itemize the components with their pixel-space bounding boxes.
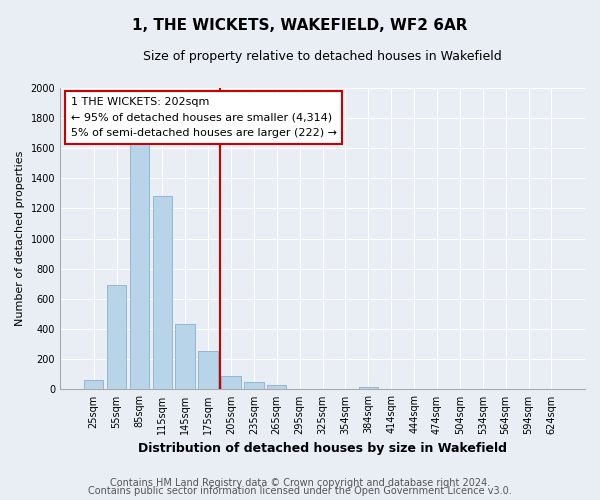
Bar <box>152 196 172 390</box>
Bar <box>267 385 286 390</box>
Text: Contains public sector information licensed under the Open Government Licence v3: Contains public sector information licen… <box>88 486 512 496</box>
Bar <box>107 284 126 390</box>
Bar <box>84 380 103 390</box>
Bar <box>199 351 218 390</box>
Title: Size of property relative to detached houses in Wakefield: Size of property relative to detached ho… <box>143 50 502 63</box>
Bar <box>130 143 149 390</box>
Bar <box>359 387 378 390</box>
Bar <box>175 324 195 390</box>
Text: 1, THE WICKETS, WAKEFIELD, WF2 6AR: 1, THE WICKETS, WAKEFIELD, WF2 6AR <box>132 18 468 32</box>
Bar <box>244 382 263 390</box>
Text: 1 THE WICKETS: 202sqm
← 95% of detached houses are smaller (4,314)
5% of semi-de: 1 THE WICKETS: 202sqm ← 95% of detached … <box>71 97 337 138</box>
Text: Contains HM Land Registry data © Crown copyright and database right 2024.: Contains HM Land Registry data © Crown c… <box>110 478 490 488</box>
Y-axis label: Number of detached properties: Number of detached properties <box>15 151 25 326</box>
Bar <box>221 376 241 390</box>
X-axis label: Distribution of detached houses by size in Wakefield: Distribution of detached houses by size … <box>138 442 507 455</box>
